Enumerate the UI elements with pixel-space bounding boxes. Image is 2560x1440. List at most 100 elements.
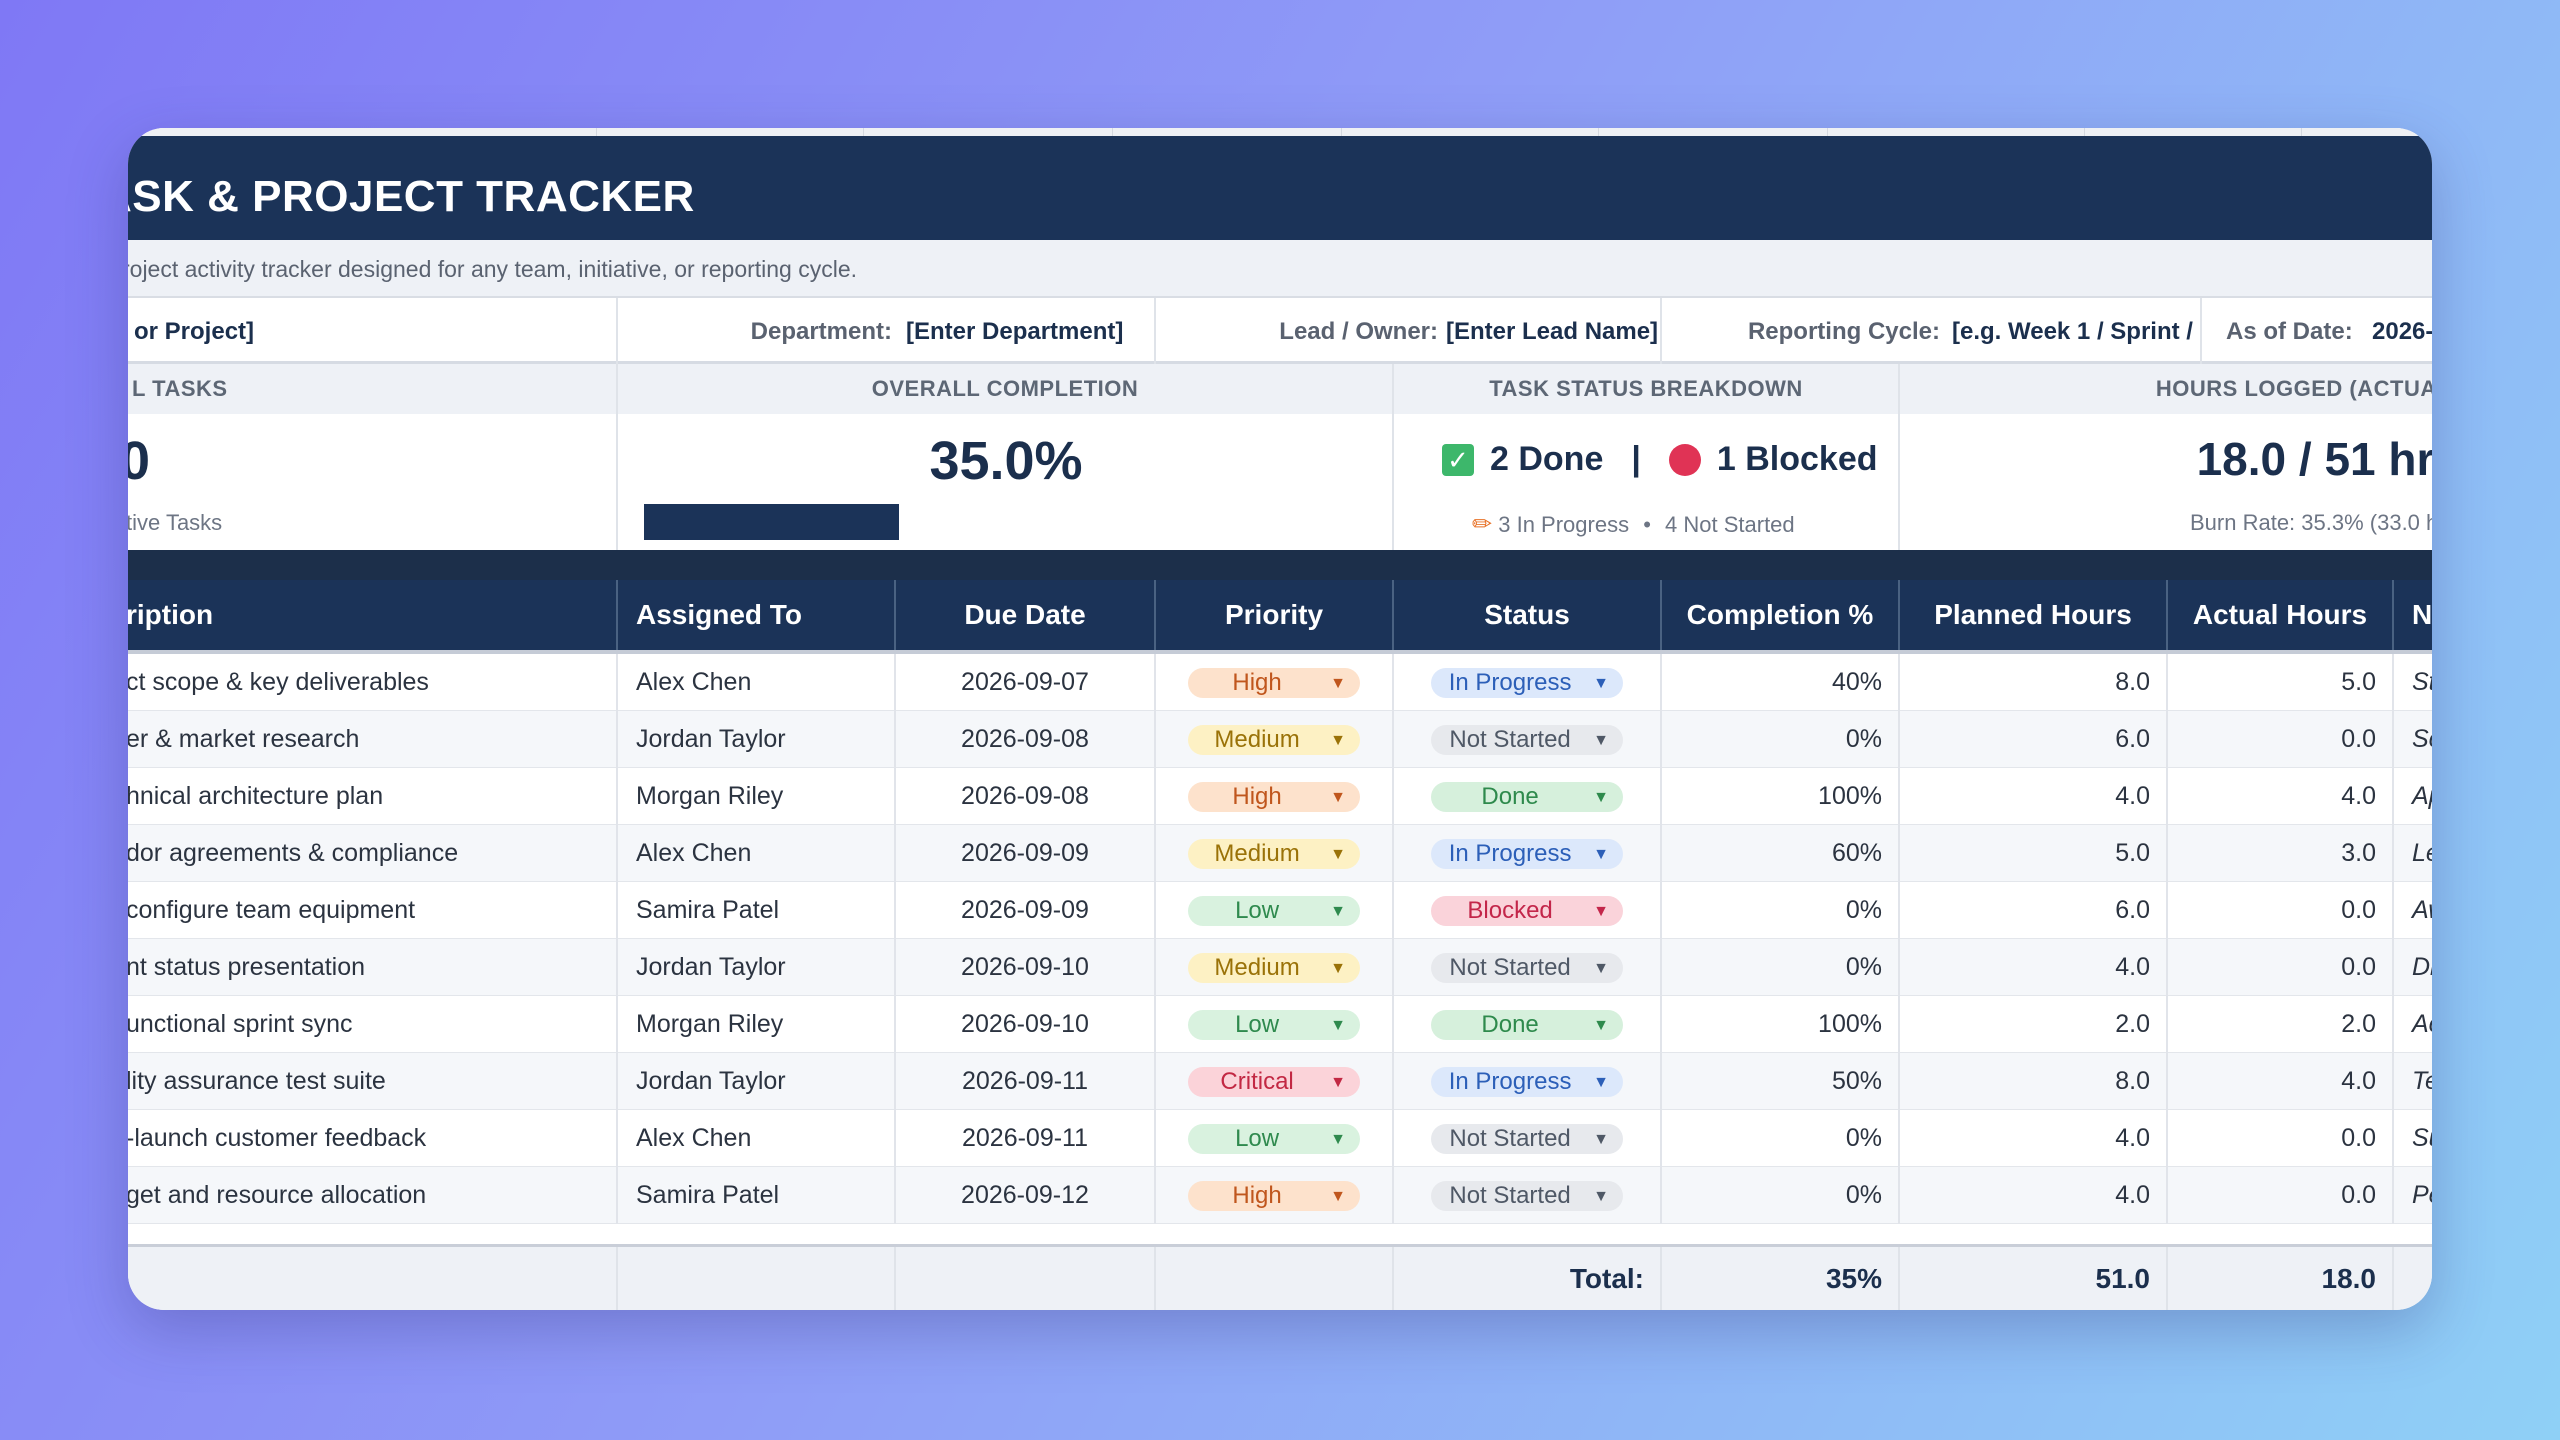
task-status-cell[interactable]: In Progress ▼ xyxy=(1394,825,1662,882)
task-status-cell[interactable]: Done ▼ xyxy=(1394,768,1662,825)
reporting-cycle-cell[interactable]: Reporting Cycle: [e.g. Week 1 / Sprint /… xyxy=(1662,298,2202,364)
col-assigned-to[interactable]: Assigned To xyxy=(618,580,896,650)
status-dropdown[interactable]: Blocked ▼ xyxy=(1431,896,1623,927)
col-due-date[interactable]: Due Date xyxy=(896,580,1156,650)
task-status-cell[interactable]: Not Started ▼ xyxy=(1394,711,1662,768)
task-priority-cell[interactable]: Medium ▼ xyxy=(1156,711,1394,768)
priority-dropdown[interactable]: Critical ▼ xyxy=(1188,1067,1360,1098)
status-dropdown[interactable]: Done ▼ xyxy=(1431,782,1623,813)
status-dropdown[interactable]: Not Started ▼ xyxy=(1431,953,1623,984)
task-status-cell[interactable]: Not Started ▼ xyxy=(1394,939,1662,996)
status-dropdown[interactable]: In Progress ▼ xyxy=(1431,668,1623,699)
table-row[interactable]: er & market research Jordan Taylor 2026-09… xyxy=(128,711,2432,768)
task-priority-cell[interactable]: Low ▼ xyxy=(1156,1110,1394,1167)
status-dropdown[interactable]: Not Started ▼ xyxy=(1431,1181,1623,1212)
status-dropdown[interactable]: In Progress ▼ xyxy=(1431,839,1623,870)
page-subtitle: roject activity tracker designed for any… xyxy=(128,256,858,282)
subtitle-row: roject activity tracker designed for any… xyxy=(128,240,2432,298)
task-status-cell[interactable]: Done ▼ xyxy=(1394,996,1662,1053)
col-status[interactable]: Status xyxy=(1394,580,1662,650)
task-planned-hours-cell: 6.0 xyxy=(1900,711,2168,768)
table-row[interactable]: unctional sprint sync Morgan Riley 2026-09… xyxy=(128,996,2432,1053)
task-status-cell[interactable]: In Progress ▼ xyxy=(1394,654,1662,711)
department-cell[interactable]: Department: [Enter Department] xyxy=(618,298,1156,364)
status-label: Not Started xyxy=(1449,1182,1571,1210)
as-of-date-cell[interactable]: As of Date: 2026-09-07 xyxy=(2202,298,2432,364)
table-row[interactable]: hnical architecture plan Morgan Riley 2026… xyxy=(128,768,2432,825)
task-status-cell[interactable]: Not Started ▼ xyxy=(1394,1110,1662,1167)
completion-progress-bar xyxy=(644,504,899,540)
priority-label: Critical xyxy=(1220,1068,1294,1096)
task-status-cell[interactable]: Not Started ▼ xyxy=(1394,1167,1662,1224)
project-name-cell[interactable]: or Project] xyxy=(128,298,618,364)
priority-label: Low xyxy=(1235,897,1280,925)
col-actual-hours[interactable]: Actual Hours xyxy=(2168,580,2394,650)
status-label: Done xyxy=(1481,1011,1539,1039)
task-due-date-cell: 2026-09-10 xyxy=(896,939,1156,996)
chevron-down-icon: ▼ xyxy=(1593,675,1609,693)
priority-dropdown[interactable]: Low ▼ xyxy=(1188,896,1360,927)
task-priority-cell[interactable]: High ▼ xyxy=(1156,1167,1394,1224)
task-status-cell[interactable]: Blocked ▼ xyxy=(1394,882,1662,939)
task-priority-cell[interactable]: Low ▼ xyxy=(1156,996,1394,1053)
total-tasks-header: L TASKS xyxy=(128,364,618,414)
status-label: In Progress xyxy=(1448,1068,1572,1096)
task-notes-cell: Action items xyxy=(2412,1010,2432,1038)
blocked-count: 1 Blocked xyxy=(1716,440,1878,478)
priority-dropdown[interactable]: High ▼ xyxy=(1188,1181,1360,1212)
task-planned-hours-cell: 2.0 xyxy=(1900,996,2168,1053)
task-notes-cell: Legal review i xyxy=(2412,839,2432,867)
task-notes-cell: Survey questi xyxy=(2412,1124,2432,1152)
overall-completion-header: OVERALL COMPLETION xyxy=(618,364,1394,414)
table-row[interactable]: dor agreements & compliance Alex Chen 2026… xyxy=(128,825,2432,882)
task-due-date-cell: 2026-09-11 xyxy=(896,1110,1156,1167)
col-priority[interactable]: Priority xyxy=(1156,580,1394,650)
col-notes[interactable]: Notes & Up xyxy=(2412,599,2432,630)
department-label: Department: xyxy=(750,318,892,345)
table-row[interactable]: configure team equipment Samira Patel 2026… xyxy=(128,882,2432,939)
priority-dropdown[interactable]: Low ▼ xyxy=(1188,1124,1360,1155)
status-summary-line: ✓ 2 Done | 1 Blocked xyxy=(1442,440,1878,479)
chevron-down-icon: ▼ xyxy=(1330,1074,1346,1092)
table-row[interactable]: nt status presentation Jordan Taylor 2026-… xyxy=(128,939,2432,996)
task-completion-cell: 0% xyxy=(1662,1110,1900,1167)
total-completion: 35% xyxy=(1662,1247,1900,1310)
status-dropdown[interactable]: Done ▼ xyxy=(1431,1010,1623,1041)
task-priority-cell[interactable]: High ▼ xyxy=(1156,654,1394,711)
task-due-date-cell: 2026-09-11 xyxy=(896,1053,1156,1110)
task-priority-cell[interactable]: High ▼ xyxy=(1156,768,1394,825)
table-row[interactable]: lity assurance test suite Jordan Taylor 20… xyxy=(128,1053,2432,1110)
task-status-cell[interactable]: In Progress ▼ xyxy=(1394,1053,1662,1110)
lead-owner-cell[interactable]: Lead / Owner: [Enter Lead Name] xyxy=(1156,298,1662,364)
priority-dropdown[interactable]: High ▼ xyxy=(1188,782,1360,813)
priority-dropdown[interactable]: Medium ▼ xyxy=(1188,839,1360,870)
table-row[interactable]: ct scope & key deliverables Alex Chen 2026… xyxy=(128,654,2432,711)
table-row[interactable]: -launch customer feedback Alex Chen 2026-0… xyxy=(128,1110,2432,1167)
task-priority-cell[interactable]: Medium ▼ xyxy=(1156,939,1394,996)
task-priority-cell[interactable]: Low ▼ xyxy=(1156,882,1394,939)
task-actual-hours-cell: 0.0 xyxy=(2168,1110,2394,1167)
tracker-window: ASK & PROJECT TRACKER roject activity tr… xyxy=(128,128,2432,1310)
priority-dropdown[interactable]: High ▼ xyxy=(1188,668,1360,699)
col-completion[interactable]: Completion % xyxy=(1662,580,1900,650)
done-count: 2 Done xyxy=(1490,440,1604,478)
status-dropdown[interactable]: Not Started ▼ xyxy=(1431,725,1623,756)
chevron-down-icon: ▼ xyxy=(1593,846,1609,864)
status-dropdown[interactable]: In Progress ▼ xyxy=(1431,1067,1623,1098)
task-priority-cell[interactable]: Critical ▼ xyxy=(1156,1053,1394,1110)
table-row[interactable]: get and resource allocation Samira Patel 2… xyxy=(128,1167,2432,1224)
priority-dropdown[interactable]: Low ▼ xyxy=(1188,1010,1360,1041)
footer-cell-empty xyxy=(618,1247,896,1310)
as-of-date-label: As of Date: xyxy=(2226,318,2353,345)
col-description[interactable]: ription xyxy=(128,580,618,650)
task-actual-hours-cell: 4.0 xyxy=(2168,768,2394,825)
task-priority-cell[interactable]: Medium ▼ xyxy=(1156,825,1394,882)
priority-dropdown[interactable]: Medium ▼ xyxy=(1188,725,1360,756)
status-secondary-line: ✏ 3 In Progress • 4 Not Started xyxy=(1472,510,1795,539)
priority-dropdown[interactable]: Medium ▼ xyxy=(1188,953,1360,984)
col-planned-hours[interactable]: Planned Hours xyxy=(1900,580,2168,650)
kpi-header-row: L TASKS OVERALL COMPLETION TASK STATUS B… xyxy=(128,364,2432,414)
status-dropdown[interactable]: Not Started ▼ xyxy=(1431,1124,1623,1155)
chevron-down-icon: ▼ xyxy=(1593,789,1609,807)
checkbox-icon: ✓ xyxy=(1442,443,1474,476)
